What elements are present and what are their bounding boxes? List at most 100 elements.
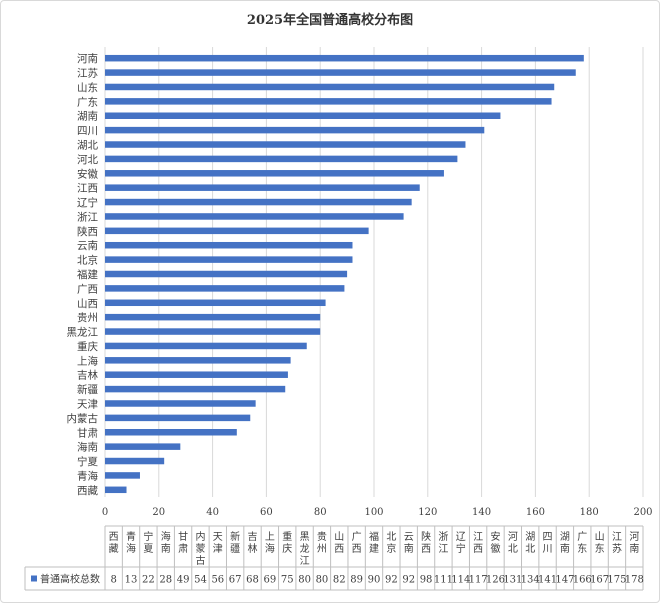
x-tick-label: 80 xyxy=(314,507,327,518)
category-label: 福建 xyxy=(77,268,98,281)
bar-安徽 xyxy=(105,170,444,177)
table-value: 166 xyxy=(573,575,592,586)
bar-甘肃 xyxy=(105,429,237,436)
bar-内蒙古 xyxy=(105,414,251,422)
bar-新疆 xyxy=(105,385,286,393)
table-category-label: 甘肃 xyxy=(178,530,188,555)
bar-重庆 xyxy=(105,342,307,350)
category-label: 山东 xyxy=(77,81,98,94)
table-value: 82 xyxy=(333,575,346,586)
x-tick-label: 0 xyxy=(102,507,108,518)
bar-湖南 xyxy=(105,112,501,119)
category-label: 新疆 xyxy=(77,383,98,396)
table-category-label: 福建 xyxy=(369,530,379,555)
table-category-label: 吉林 xyxy=(248,531,258,555)
table-category-label: 山西 xyxy=(334,531,344,555)
category-label: 青海 xyxy=(77,469,98,482)
table-category-label: 江苏 xyxy=(612,531,622,555)
x-tick-label: 180 xyxy=(580,507,599,518)
category-label: 江西 xyxy=(77,183,98,195)
bar-辽宁 xyxy=(105,198,412,206)
table-category-label: 辽宁 xyxy=(456,531,466,555)
table-value: 89 xyxy=(350,575,363,586)
table-category-label: 河南 xyxy=(629,531,639,555)
table-category-label: 天津 xyxy=(213,532,223,555)
bar-吉林 xyxy=(105,371,288,378)
bar-海南 xyxy=(105,443,181,450)
table-value: 111 xyxy=(434,575,453,586)
category-label: 天津 xyxy=(77,398,98,410)
table-value: 98 xyxy=(420,575,433,586)
x-tick-label: 120 xyxy=(418,507,437,518)
table-category-label: 黑龙江 xyxy=(300,531,310,567)
bar-广西 xyxy=(105,285,345,292)
category-label: 北京 xyxy=(77,254,98,267)
table-category-label: 青海 xyxy=(126,530,136,555)
bar-山东 xyxy=(105,83,555,91)
bar-云南 xyxy=(105,241,353,249)
table-category-label: 湖北 xyxy=(525,531,535,555)
bar-福建 xyxy=(105,270,348,278)
x-tick-label: 200 xyxy=(633,507,652,518)
table-value: 126 xyxy=(486,575,505,586)
category-label: 河南 xyxy=(77,52,98,65)
table-value: 80 xyxy=(316,575,329,586)
category-label: 浙江 xyxy=(77,211,98,223)
category-label: 广东 xyxy=(77,95,98,108)
table-value: 167 xyxy=(590,575,609,586)
table-value: 75 xyxy=(281,575,294,586)
table-value: 69 xyxy=(264,575,277,586)
table-category-label: 新疆 xyxy=(230,530,240,555)
table-category-label: 浙江 xyxy=(438,531,448,555)
category-label: 山西 xyxy=(77,298,98,310)
table-value: 92 xyxy=(402,575,415,586)
table-value: 134 xyxy=(521,575,540,586)
category-label: 安徽 xyxy=(77,167,98,180)
bar-上海 xyxy=(105,357,291,364)
table-value: 22 xyxy=(142,575,155,586)
table-category-label: 北京 xyxy=(386,531,396,555)
table-value: 68 xyxy=(246,575,259,586)
series-name: 普通高校总数 xyxy=(40,573,100,586)
bar-贵州 xyxy=(105,313,321,321)
bar-北京 xyxy=(105,256,353,263)
x-tick-label: 160 xyxy=(526,507,545,518)
x-tick-label: 20 xyxy=(152,507,165,518)
legend-key xyxy=(31,575,37,582)
table-category-label: 上海 xyxy=(265,531,275,555)
bar-黑龙江 xyxy=(105,328,321,335)
table-value: 56 xyxy=(211,575,224,586)
category-label: 贵州 xyxy=(77,311,98,324)
chart-title: 2025年全国普通高校分布图 xyxy=(246,13,414,28)
table-value: 131 xyxy=(503,575,522,586)
table-category-label: 湖南 xyxy=(560,531,570,555)
table-value: 80 xyxy=(298,575,311,586)
x-tick-label: 100 xyxy=(364,507,383,518)
table-value: 117 xyxy=(469,575,488,586)
category-label: 重庆 xyxy=(77,340,98,353)
category-label: 宁夏 xyxy=(77,455,98,468)
bar-江苏 xyxy=(105,69,576,76)
bar-广东 xyxy=(105,98,552,105)
table-category-label: 山东 xyxy=(595,531,605,555)
table-value: 28 xyxy=(159,575,172,586)
x-tick-label: 60 xyxy=(260,507,273,518)
table-value: 114 xyxy=(451,575,470,586)
category-label: 四川 xyxy=(77,125,98,137)
bar-陕西 xyxy=(105,227,369,235)
table-value: 54 xyxy=(194,575,207,586)
category-label: 辽宁 xyxy=(77,196,98,209)
table-value: 49 xyxy=(177,575,190,586)
table-category-label: 河北 xyxy=(508,531,518,555)
bar-山西 xyxy=(105,299,326,307)
category-label: 陕西 xyxy=(77,225,98,238)
category-label: 湖北 xyxy=(77,140,98,152)
table-category-label: 陕西 xyxy=(421,530,431,555)
table-category-label: 云南 xyxy=(404,532,414,555)
table-category-label: 内蒙古 xyxy=(195,530,205,567)
bar-浙江 xyxy=(105,213,404,220)
table-category-label: 宁夏 xyxy=(143,530,153,555)
category-label: 海南 xyxy=(77,441,98,454)
table-value: 141 xyxy=(538,575,557,586)
